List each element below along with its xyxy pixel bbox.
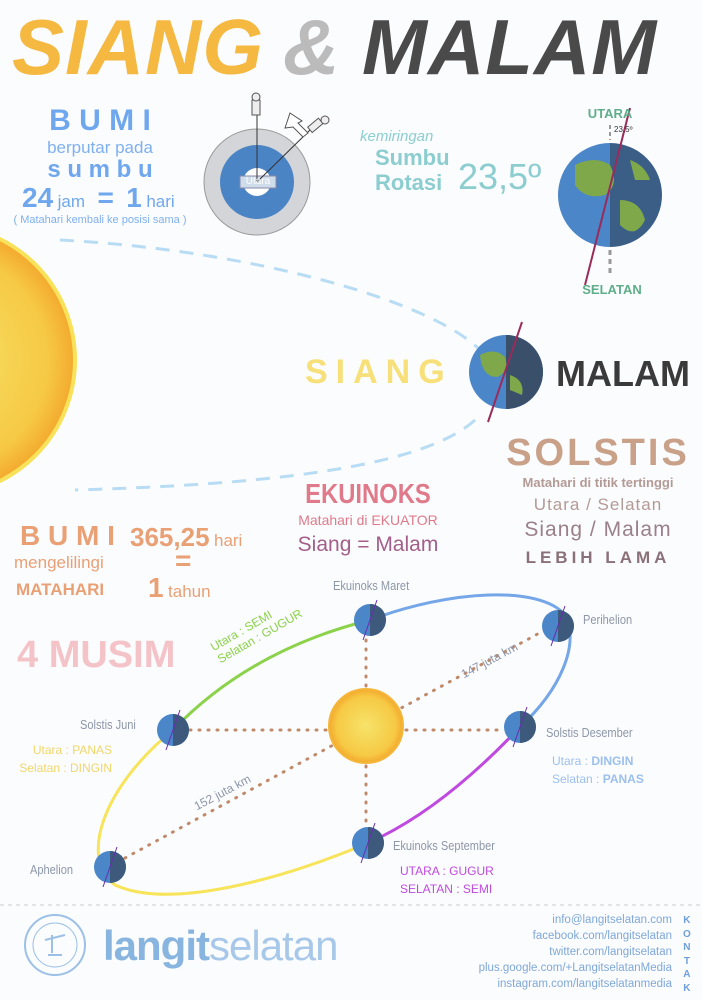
musim-title: 4 MUSIM xyxy=(17,634,176,676)
year-unit: tahun xyxy=(168,582,211,601)
sep-utara: UTARA : GUGUR xyxy=(400,864,494,878)
brand-light: selatan xyxy=(209,922,338,969)
tilt-sumbu: Sumbu xyxy=(375,145,450,170)
revolution-matahari: MATAHARI xyxy=(16,580,105,599)
kontak-letter: K xyxy=(683,915,691,926)
days-unit: hari xyxy=(213,531,243,550)
rotation-sumbu: s u m b u xyxy=(47,156,153,183)
contact-google-plus[interactable]: plus.google.com/+LangitselatanMedia xyxy=(478,962,672,974)
jam-number: 24 xyxy=(22,182,54,213)
orbit-yellow xyxy=(96,728,369,896)
label-ekuinoks-september: Ekuinoks September xyxy=(393,838,495,853)
equals: = xyxy=(97,182,114,213)
sun-large xyxy=(0,236,77,484)
solstis-line3: LEBIH LAMA xyxy=(525,548,671,567)
revolution-days: 365,25 hari xyxy=(130,522,242,553)
label-ekuinoks-maret: Ekuinoks Maret xyxy=(333,578,410,593)
title-amp: & xyxy=(283,3,341,91)
orbit-green xyxy=(171,618,371,732)
contact-twitter[interactable]: twitter.com/langitselatan xyxy=(549,946,672,958)
utara-label: Utara xyxy=(245,176,271,187)
orbit-purple xyxy=(367,725,522,845)
sun-small xyxy=(328,688,404,764)
tilt-selatan: SELATAN xyxy=(582,282,642,297)
tilt-rotasi: Rotasi xyxy=(375,170,443,195)
contact-list: info@langitselatan.com facebook.com/lang… xyxy=(479,912,672,992)
season-juni: Utara : PANAS Selatan : DINGIN xyxy=(19,741,112,777)
juni-utara: Utara : PANAS xyxy=(32,743,112,757)
year-number: 1 xyxy=(148,572,164,603)
kontak-letter: A xyxy=(683,969,691,980)
contact-facebook[interactable]: facebook.com/langitselatan xyxy=(532,930,672,942)
contact-instagram[interactable]: instagram.com/langitselatanmedia xyxy=(497,978,672,990)
revolution-year: 1 tahun xyxy=(148,572,211,604)
tilt-utara: UTARA xyxy=(587,106,633,121)
orbit-blue xyxy=(369,593,572,729)
orbit-dashed xyxy=(59,238,482,492)
contact-email[interactable]: info@langitselatan.com xyxy=(552,914,672,926)
revolution-mengelilingi: mengelilingi xyxy=(14,553,104,572)
arrow-icon xyxy=(284,112,309,138)
kontak-letter: O xyxy=(683,928,691,940)
solstis-title: SOLSTIS xyxy=(506,432,690,474)
ekuinoks-sub: Matahari di EKUATOR xyxy=(298,512,438,528)
des-selatan-val: PANAS xyxy=(602,772,644,786)
rotation-bumi: B U M I xyxy=(49,104,151,137)
rotation-equation: 24 jam = 1 hari xyxy=(22,182,175,214)
hari-number: 1 xyxy=(126,182,142,213)
jam-unit: jam xyxy=(57,192,86,211)
season-desember: Utara : DINGIN Selatan : PANAS xyxy=(552,752,644,788)
ekuinoks-eq: Siang = Malam xyxy=(297,533,439,556)
des-selatan-key: Selatan : xyxy=(552,772,603,786)
label-perihelion: Perihelion xyxy=(583,612,633,627)
earth-markers xyxy=(94,599,574,888)
label-aphelion: Aphelion xyxy=(30,862,74,877)
solstis-line1: Utara / Selatan xyxy=(533,495,663,514)
revolution-bumi: B U M I xyxy=(20,520,115,551)
earth-tilt-globe xyxy=(558,143,662,247)
title-malam: MALAM xyxy=(362,3,658,91)
kontak-letter: K xyxy=(683,982,691,994)
daynight-siang: SIANG xyxy=(305,353,453,391)
ekuinoks-title: EKUINOKS xyxy=(305,478,431,509)
solstis-line2: Siang / Malam xyxy=(524,518,672,541)
daynight-malam: MALAM xyxy=(556,353,690,394)
juni-selatan: Selatan : DINGIN xyxy=(19,761,112,775)
hari-unit: hari xyxy=(146,192,175,211)
logo-seal xyxy=(24,914,86,976)
tilt-small-angle: 23.5º xyxy=(614,125,633,134)
sep-selatan: SELATAN : SEMI xyxy=(400,882,493,896)
des-utara-key: Utara : xyxy=(552,754,592,768)
title-siang: SIANG xyxy=(12,3,265,91)
des-utara-val: DINGIN xyxy=(591,754,634,768)
solstis-sub: Matahari di titik tertinggi xyxy=(522,475,674,490)
kontak-letter: T xyxy=(683,955,690,967)
revolution-eq: = xyxy=(175,545,192,576)
tilt-kemiringan: kemiringan xyxy=(360,128,434,145)
label-solstis-desember: Solstis Desember xyxy=(546,725,633,740)
rotation-berputar: berputar pada xyxy=(47,138,153,157)
tilt-angle: 23,5º xyxy=(458,156,542,197)
label-solstis-juni: Solstis Juni xyxy=(80,717,136,732)
person-icon xyxy=(251,99,261,116)
brand-logo[interactable]: langitselatan xyxy=(103,922,338,970)
brand-bold: langit xyxy=(103,922,210,969)
days-number: 365,25 xyxy=(130,522,210,552)
kontak-letter: N xyxy=(683,942,691,953)
rotation-note: ( Matahari kembali ke posisi sama ) xyxy=(13,214,187,226)
season-september: UTARA : GUGUR SELATAN : SEMI xyxy=(400,862,494,898)
